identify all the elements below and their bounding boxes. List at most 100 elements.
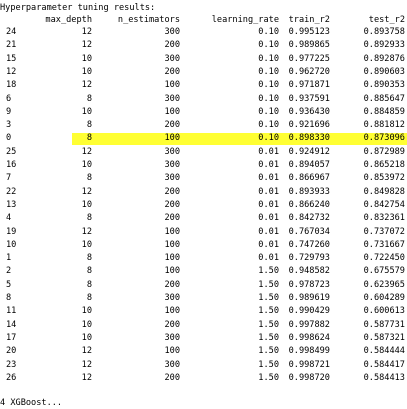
cell-train-r2: 0.747260 [288,239,330,250]
cell-learning-rate: 0.01 [258,239,279,250]
cell-learning-rate: 1.50 [258,346,279,357]
row-index: 14 [6,319,17,330]
row-index: 6 [6,93,12,104]
cell-learning-rate: 1.50 [258,293,279,303]
table-row: 26 12 200 1.50 0.998720 0.584413 [0,372,407,384]
row-index: 24 [6,27,17,37]
cell-n-estimators: 200 [164,199,180,210]
cell-n-estimators: 100 [164,80,180,91]
cell-n-estimators: 300 [164,160,180,170]
cell-learning-rate: 0.10 [258,27,279,37]
table-row: 19 12 100 0.01 0.767034 0.737072 [0,226,407,238]
cell-learning-rate: 0.10 [258,40,279,51]
cell-max-depth: 10 [81,160,92,170]
cell-learning-rate: 0.10 [258,66,279,77]
row-index: 0 [6,133,12,144]
cell-n-estimators: 200 [164,372,180,383]
table-row: 6 8 300 0.10 0.937591 0.885647 [0,93,407,105]
cell-n-estimators: 300 [164,359,180,370]
table-row: 22 12 200 0.01 0.893933 0.849828 [0,186,407,198]
cell-n-estimators: 100 [164,346,180,357]
cell-train-r2: 0.767034 [288,226,330,237]
row-index: 16 [6,160,17,170]
cell-n-estimators: 200 [164,319,180,330]
row-index: 23 [6,359,17,370]
cell-test-r2: 0.722450 [363,253,405,264]
cell-train-r2: 0.936430 [288,106,330,117]
cell-max-depth: 10 [81,239,92,250]
cell-test-r2: 0.892876 [363,53,405,64]
row-index: 19 [6,226,17,237]
console-footer-text: 4 XGBoost... [0,398,63,408]
cell-test-r2: 0.884859 [363,106,405,117]
cell-learning-rate: 0.01 [258,160,279,170]
table-row: 7 8 300 0.01 0.866967 0.853972 [0,172,407,184]
row-index: 10 [6,239,17,250]
cell-train-r2: 0.729793 [288,253,330,264]
row-index: 5 [6,279,12,290]
cell-n-estimators: 100 [164,239,180,250]
cell-n-estimators: 300 [164,53,180,64]
cell-train-r2: 0.921696 [288,120,330,131]
cell-max-depth: 10 [81,106,92,117]
cell-n-estimators: 100 [164,226,180,237]
cell-test-r2: 0.849828 [363,186,405,197]
cell-n-estimators: 300 [164,332,180,343]
row-index: 18 [6,80,17,91]
cell-train-r2: 0.948582 [288,266,330,277]
cell-train-r2: 0.997882 [288,319,330,330]
cell-train-r2: 0.998624 [288,332,330,343]
cell-learning-rate: 0.10 [258,106,279,117]
row-index: 8 [6,293,12,303]
cell-test-r2: 0.842754 [363,199,405,210]
cell-test-r2: 0.873096 [363,133,405,144]
cell-test-r2: 0.623965 [363,279,405,290]
cell-test-r2: 0.584444 [363,346,405,357]
row-index: 3 [6,120,12,131]
cell-train-r2: 0.898330 [288,133,330,144]
cell-max-depth: 8 [86,266,92,277]
cell-max-depth: 10 [81,332,92,343]
cell-train-r2: 0.990429 [288,306,330,317]
row-index: 25 [6,146,17,157]
cell-test-r2: 0.893758 [363,27,405,37]
cell-n-estimators: 300 [164,93,180,104]
cell-n-estimators: 200 [164,66,180,77]
cell-max-depth: 8 [86,253,92,264]
cell-learning-rate: 1.50 [258,332,279,343]
cell-train-r2: 0.978723 [288,279,330,290]
column-header-n-estimators: n_estimators [117,15,180,25]
cell-learning-rate: 0.01 [258,253,279,264]
column-header-train-r2: train_r2 [288,15,330,25]
cell-test-r2: 0.675579 [363,266,405,277]
cell-test-r2: 0.853972 [363,173,405,184]
row-index: 21 [6,40,17,51]
cell-n-estimators: 100 [164,133,180,144]
cell-max-depth: 8 [86,93,92,104]
cell-learning-rate: 0.01 [258,213,279,224]
cell-n-estimators: 200 [164,213,180,224]
cell-max-depth: 12 [81,359,92,370]
table-row: 16 10 300 0.01 0.894057 0.865218 [0,159,407,171]
cell-test-r2: 0.872989 [363,146,405,157]
cell-train-r2: 0.998499 [288,346,330,357]
cell-learning-rate: 0.10 [258,120,279,131]
row-index: 2 [6,266,12,277]
table-row: 20 12 100 1.50 0.998499 0.584444 [0,345,407,357]
table-row: 9 10 100 0.10 0.936430 0.884859 [0,106,407,118]
cell-max-depth: 8 [86,120,92,131]
cell-test-r2: 0.885647 [363,93,405,104]
cell-n-estimators: 200 [164,186,180,197]
cell-n-estimators: 300 [164,173,180,184]
cell-learning-rate: 0.01 [258,173,279,184]
cell-train-r2: 0.893933 [288,186,330,197]
cell-learning-rate: 0.01 [258,186,279,197]
cell-max-depth: 8 [86,133,92,144]
cell-max-depth: 10 [81,306,92,317]
cell-test-r2: 0.865218 [363,160,405,170]
cell-max-depth: 10 [81,319,92,330]
cell-train-r2: 0.866240 [288,199,330,210]
table-row: 18 12 100 0.10 0.971871 0.890353 [0,79,407,91]
table-row: 13 10 200 0.01 0.866240 0.842754 [0,199,407,211]
table-row: 21 12 200 0.10 0.989865 0.892933 [0,39,407,51]
